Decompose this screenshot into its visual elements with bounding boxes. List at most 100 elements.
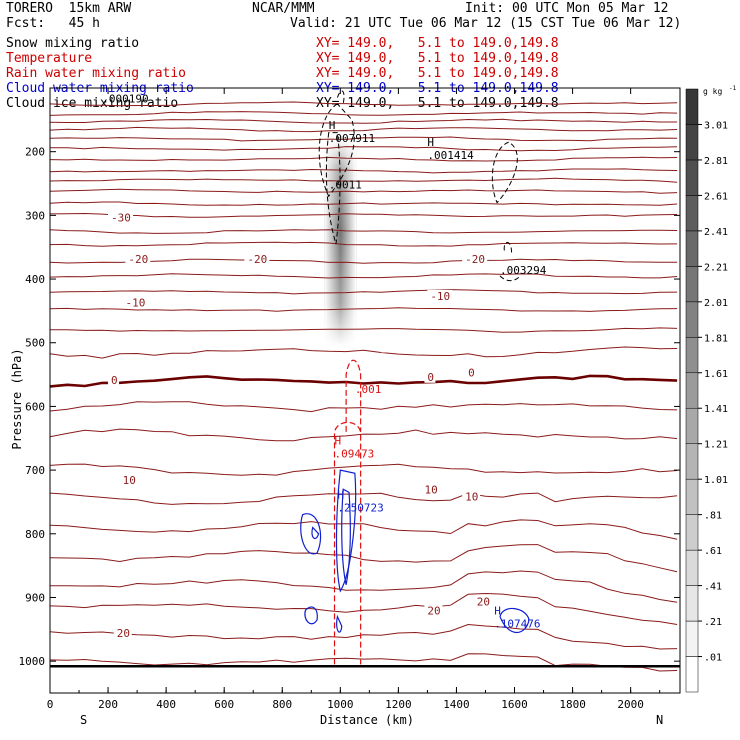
temperature-label: -20 xyxy=(465,253,485,266)
snow-contour xyxy=(325,132,341,245)
rain-maximum-marker: H xyxy=(335,434,342,447)
temperature-isotherm xyxy=(49,101,678,107)
colorbar-cell xyxy=(685,407,699,444)
colorbar-tick-label: 2.41 xyxy=(704,227,728,238)
x-tick-label: 1000 xyxy=(327,698,354,711)
colorbar-cell xyxy=(685,195,699,232)
temperature-isotherm xyxy=(49,156,678,162)
colorbar-tick-label: 1.61 xyxy=(704,369,728,380)
colorbar-cell xyxy=(685,549,699,586)
colorbar-cell xyxy=(685,230,699,267)
temperature-label-bg xyxy=(122,296,148,309)
temperature-label: 20 xyxy=(117,627,130,640)
colorbar-tick-label: 2.21 xyxy=(704,262,728,273)
snow-maximum-value: .003294 xyxy=(500,264,547,277)
snow-maximum-marker: H xyxy=(427,136,434,149)
snow-contour xyxy=(491,141,518,204)
temperature-isotherm xyxy=(49,118,678,124)
rain-maximum-value: .09473 xyxy=(335,447,375,460)
x-tick-label: 2000 xyxy=(617,698,644,711)
colorbar-cell xyxy=(685,478,699,515)
x-tick-label: 1800 xyxy=(559,698,586,711)
temperature-isotherm xyxy=(49,623,678,650)
snow-contour xyxy=(503,241,513,254)
valid-time: Valid: 21 UTC Tue 06 Mar 12 (15 CST Tue … xyxy=(290,16,682,31)
cloud-water-contour xyxy=(311,526,320,540)
temperature-isotherm xyxy=(49,653,678,672)
x-tick-label: 1200 xyxy=(385,698,412,711)
temperature-label: 20 xyxy=(477,596,490,609)
temperature-label-bg xyxy=(465,366,477,379)
x-axis-right-end: N xyxy=(656,713,664,727)
snow-contour xyxy=(499,275,521,282)
temperature-isotherm xyxy=(49,327,678,333)
temperature-label-bg xyxy=(421,483,440,496)
temperature-label-bg xyxy=(473,595,492,608)
y-tick-label: 500 xyxy=(25,337,45,350)
colorbar-tick-label: .61 xyxy=(704,546,722,557)
cloud-water-maximum-value: .107476 xyxy=(494,617,540,630)
x-tick-label: 800 xyxy=(272,698,292,711)
rain-contour xyxy=(345,359,362,432)
temperature-isotherm xyxy=(49,188,678,194)
temperature-isotherm xyxy=(49,307,678,312)
cloud-water-contour xyxy=(336,614,343,633)
colorbar-cell xyxy=(685,372,699,409)
colorbar-cell xyxy=(685,301,699,338)
temperature-isotherm xyxy=(49,289,678,295)
legend-cloud-ice-label: Cloud ice mixing ratio xyxy=(6,96,179,111)
y-tick-label: 1000 xyxy=(19,655,46,668)
temperature-isotherm xyxy=(49,258,678,264)
temperature-label: -20 xyxy=(128,253,148,266)
colorbar-cell xyxy=(685,620,699,657)
colorbar-tick-label: 1.01 xyxy=(704,475,728,486)
snow-contour xyxy=(318,103,355,198)
y-tick-label: 700 xyxy=(25,464,45,477)
y-tick-label: 300 xyxy=(25,209,45,222)
colorbar-tick-label: .81 xyxy=(704,511,722,522)
temperature-isotherm xyxy=(49,212,678,218)
organization-label: NCAR/MMM xyxy=(252,1,315,16)
model-title: TORERO 15km ARW xyxy=(6,1,132,16)
y-tick-label: 800 xyxy=(25,528,45,541)
temperature-isotherm xyxy=(49,428,678,442)
temperature-label-bg xyxy=(119,473,138,486)
temperature-label-bg xyxy=(427,289,453,302)
colorbar-cell xyxy=(685,443,699,480)
temperature-isotherm xyxy=(49,126,678,133)
colorbar-tick-label: .01 xyxy=(704,653,722,664)
x-axis-left-end: S xyxy=(80,713,88,727)
snow-maximum-value: .007911 xyxy=(329,132,375,145)
temperature-label: 0 xyxy=(427,371,434,384)
colorbar-tick-label: 2.61 xyxy=(704,191,728,202)
temperature-label-bg xyxy=(424,370,436,383)
temperature-label: -10 xyxy=(430,290,450,303)
colorbar-unit-exponent: -1 xyxy=(729,85,737,92)
temperature-label: -30 xyxy=(111,212,131,225)
snow-maximum-value: .001414 xyxy=(427,149,474,162)
x-tick-label: 0 xyxy=(47,698,54,711)
temperature-isotherm xyxy=(49,201,678,206)
temperature-label-bg xyxy=(107,373,119,386)
colorbar-cell xyxy=(685,124,699,161)
temperature-isotherm xyxy=(49,544,678,573)
cloud-water-contour xyxy=(341,488,351,585)
colorbar-cell xyxy=(685,266,699,303)
temperature-label-bg xyxy=(424,604,443,617)
cloud-ice-maximum-value: .000190 xyxy=(102,93,148,106)
legend-temperature-range: XY= 149.0, 5.1 to 149.0,149.8 xyxy=(316,51,559,66)
x-tick-label: 1600 xyxy=(501,698,528,711)
legend-rain-range: XY= 149.0, 5.1 to 149.0,149.8 xyxy=(316,66,559,81)
temperature-isotherm xyxy=(49,570,678,603)
temperature-label: 0 xyxy=(468,366,475,379)
temperature-label: 0 xyxy=(111,374,118,387)
temperature-isotherm xyxy=(49,168,678,174)
x-tick-label: 200 xyxy=(98,698,118,711)
temperature-label-bg xyxy=(125,252,151,265)
x-axis-title: Distance (km) xyxy=(320,713,414,727)
legend-rain-label: Rain water mixing ratio xyxy=(6,66,187,81)
colorbar-tick-label: 1.21 xyxy=(704,440,728,451)
temperature-isotherm xyxy=(49,519,678,540)
temperature-isotherm xyxy=(49,229,678,234)
temperature-label: -10 xyxy=(125,296,145,309)
